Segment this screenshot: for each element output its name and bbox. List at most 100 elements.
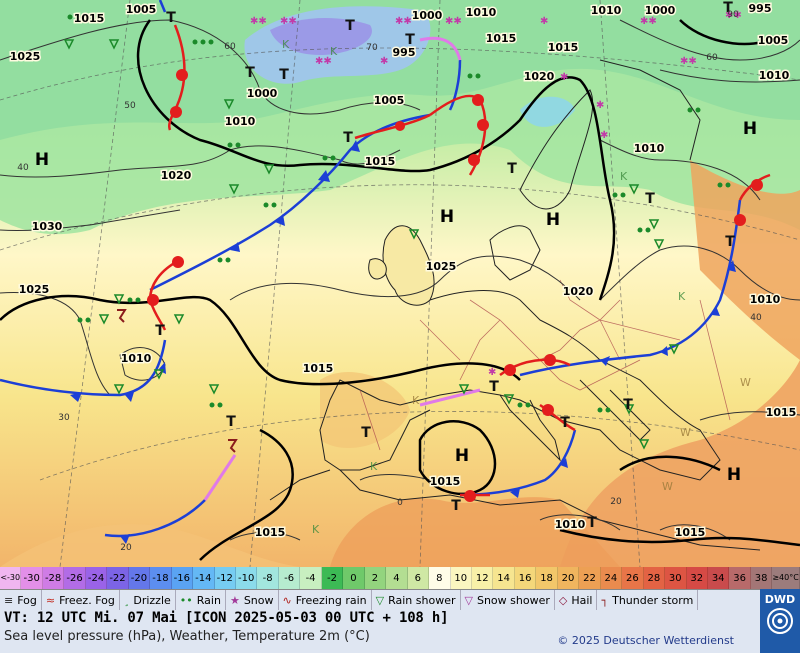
thunderstorm-label: T (587, 515, 597, 531)
latitude-label: 20 (120, 543, 132, 553)
svg-text:K: K (282, 38, 290, 51)
isobar-label: 1000 (247, 87, 278, 100)
svg-text:K: K (370, 460, 378, 473)
high-pressure-label: H (743, 119, 757, 139)
isobar-label: 1015 (430, 475, 461, 488)
thunderstorm-label: T (723, 0, 733, 16)
valid-time: VT: 12 UTC Mi. 07 Mai [ICON 2025-05-03 0… (4, 610, 449, 626)
scale-min-bottom: -30 (7, 573, 21, 582)
isobar-label: 1010 (555, 518, 586, 531)
latitude-label: 50 (124, 101, 136, 111)
scale-cell: 30 (665, 567, 687, 589)
scale-cell: 8 (429, 567, 451, 589)
svg-text:✱✱: ✱✱ (445, 16, 462, 27)
svg-text:✱✱: ✱✱ (640, 16, 657, 27)
isobar-label: 1010 (225, 115, 256, 128)
scale-cell: 20 (557, 567, 580, 589)
scale-cell: -30 (21, 567, 43, 589)
thunderstorm-label: T (451, 498, 461, 514)
high-pressure-label: H (35, 150, 49, 170)
legend-symbol-icon: ≈ (45, 594, 56, 607)
legend-item: ★ Snow (226, 590, 279, 611)
legend-item: ∿ Freezing rain (279, 590, 372, 611)
isobar-label: 1025 (19, 283, 50, 296)
scale-cell: -8 (257, 567, 279, 589)
thunderstorm-label: T (345, 18, 355, 34)
isobar-label: 1020 (161, 169, 192, 182)
isobar-label: 1010 (750, 293, 781, 306)
legend-item: ┐ Thunder storm (597, 590, 699, 611)
scale-cell: 34 (707, 567, 730, 589)
scale-cell: -28 (42, 567, 65, 589)
scale-cell: 32 (686, 567, 708, 589)
thunderstorm-label: T (343, 130, 353, 146)
legend-label: Thunder storm (612, 593, 694, 607)
isobar-label: 1020 (563, 285, 594, 298)
map-description: Sea level pressure (hPa), Weather, Tempe… (4, 629, 370, 644)
isobar-label: 1015 (74, 12, 105, 25)
isobar-label: 1005 (126, 3, 157, 16)
legend-symbol-icon: ≡ (4, 594, 14, 607)
thunderstorm-label: T (361, 425, 371, 441)
scale-cell: 36 (729, 567, 751, 589)
isobar-label: 1020 (524, 70, 555, 83)
thunderstorm-label: T (166, 10, 176, 26)
isobar-label: 1010 (466, 6, 497, 19)
legend-label: Hail (571, 593, 593, 607)
scale-cell: 12 (471, 567, 494, 589)
legend-symbol-icon: ★ (229, 594, 240, 607)
scale-cell: 24 (600, 567, 623, 589)
legend-symbol-icon: ¸ (123, 594, 130, 607)
legend-symbol-icon: ∿ (282, 594, 292, 607)
isobar-label: 1005 (374, 94, 405, 107)
scale-max-bottom: °C (789, 573, 799, 582)
scale-cell: -2 (321, 567, 344, 589)
high-pressure-label: H (455, 446, 469, 466)
legend-label: Snow (243, 593, 274, 607)
legend-symbol-icon: •• (179, 594, 193, 607)
thunderstorm-label: T (245, 65, 255, 81)
thunderstorm-label: T (226, 414, 236, 430)
latitude-label: 0 (397, 498, 403, 508)
svg-text:✱✱: ✱✱ (280, 16, 297, 27)
svg-text:K: K (330, 45, 338, 58)
thunderstorm-label: T (279, 67, 289, 83)
scale-cell: 16 (514, 567, 537, 589)
legend-item: ▽ Snow shower (461, 590, 555, 611)
isobar-label: 1010 (634, 142, 665, 155)
legend-item: ≈ Freez. Fog (42, 590, 120, 611)
scale-cell-max: ≥40 °C (772, 567, 800, 589)
scale-cell-min: < -30 (0, 567, 22, 589)
svg-text:K: K (312, 523, 320, 536)
scale-cell: -20 (128, 567, 151, 589)
isobar-label: 1000 (412, 9, 443, 22)
isobar-label: 1015 (486, 32, 517, 45)
svg-text:✱✱: ✱✱ (725, 10, 742, 21)
isobar-label: 1015 (365, 155, 396, 168)
scale-cell: -6 (278, 567, 301, 589)
isobar-label: 1030 (32, 220, 63, 233)
isobar-label: 1000 (645, 4, 676, 17)
thunderstorm-label: T (560, 415, 570, 431)
legend-item: ◇ Hail (555, 590, 598, 611)
scale-min-top: < (0, 573, 8, 582)
isobar-label: 1015 (548, 41, 579, 54)
high-pressure-label: H (546, 210, 560, 230)
svg-text:✱✱: ✱✱ (250, 16, 267, 27)
svg-text:✱: ✱ (600, 130, 608, 141)
dwd-logo-text: DWD (764, 593, 796, 606)
svg-text:✱✱: ✱✱ (680, 56, 697, 67)
latitude-label: 20 (610, 497, 622, 507)
thunderstorm-label: T (623, 397, 633, 413)
latitude-label: 60 (706, 53, 718, 63)
dwd-swirl-icon (767, 608, 793, 634)
legend-label: Fog (17, 593, 37, 607)
scale-cell: 28 (643, 567, 666, 589)
scale-cell: 26 (622, 567, 644, 589)
latitude-label: 60 (224, 42, 236, 52)
legend-item: ≡ Fog (0, 590, 42, 611)
scale-cell: 10 (450, 567, 472, 589)
isobar-label: 1010 (759, 69, 790, 82)
svg-text:✱: ✱ (540, 16, 548, 27)
isobar-label: 995 (749, 2, 772, 15)
